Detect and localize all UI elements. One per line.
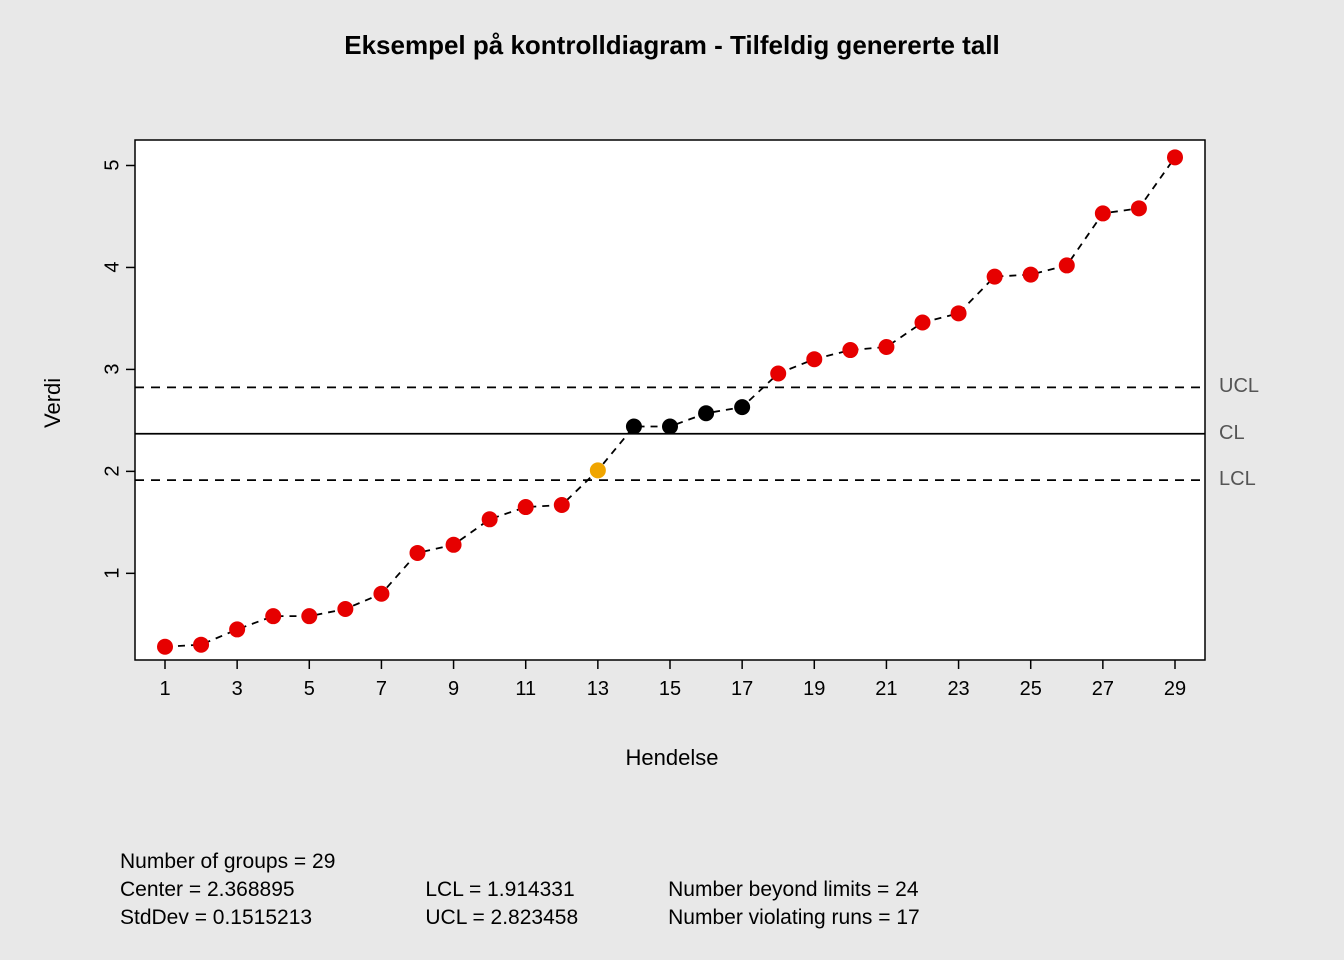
stat-line: LCL = 1.914331 [425,878,578,902]
axis-tick-label: 13 [587,678,609,701]
axis-tick-label: 3 [102,364,125,375]
axis-tick-label: 7 [376,678,387,701]
axis-tick-label: 17 [731,678,753,701]
axis-tick-label: 23 [947,678,969,701]
axis-tick-label: 11 [515,678,536,701]
axis-tick-label: 3 [232,678,243,701]
axis-tick-label: 1 [102,568,125,579]
stats-col-1: Number of groups = 29 Center = 2.368895 St… [120,850,335,930]
axis-tick-label: 2 [102,466,125,477]
axis-tick-label: 19 [803,678,825,701]
control-line-label: UCL [1219,375,1259,398]
stat-line: Number of groups = 29 [120,850,335,874]
stats-block: Number of groups = 29 Center = 2.368895 St… [120,850,920,930]
axis-tick-label: 15 [659,678,681,701]
control-line-label: LCL [1219,468,1256,491]
stat-line: Number violating runs = 17 [668,906,920,930]
stats-col-3: Number beyond limits = 24 Number violatin… [668,850,920,930]
axis-tick-label: 29 [1164,678,1186,701]
axis-tick-label: 25 [1020,678,1042,701]
stat-line: UCL = 2.823458 [425,906,578,930]
axis-tick-label: 9 [448,678,459,701]
axis-tick-label: 21 [875,678,897,701]
axis-tick-label: 1 [159,678,170,701]
control-chart-plot [0,0,1344,960]
axis-tick-label: 5 [102,160,125,171]
axis-tick-label: 4 [102,262,125,273]
control-line-label: CL [1219,422,1245,445]
axis-tick-label: 5 [304,678,315,701]
stats-col-2: LCL = 1.914331 UCL = 2.823458 [425,850,578,930]
stat-line: Center = 2.368895 [120,878,335,902]
stat-line: Number beyond limits = 24 [668,878,920,902]
axis-tick-label: 27 [1092,678,1114,701]
stat-line: StdDev = 0.1515213 [120,906,335,930]
